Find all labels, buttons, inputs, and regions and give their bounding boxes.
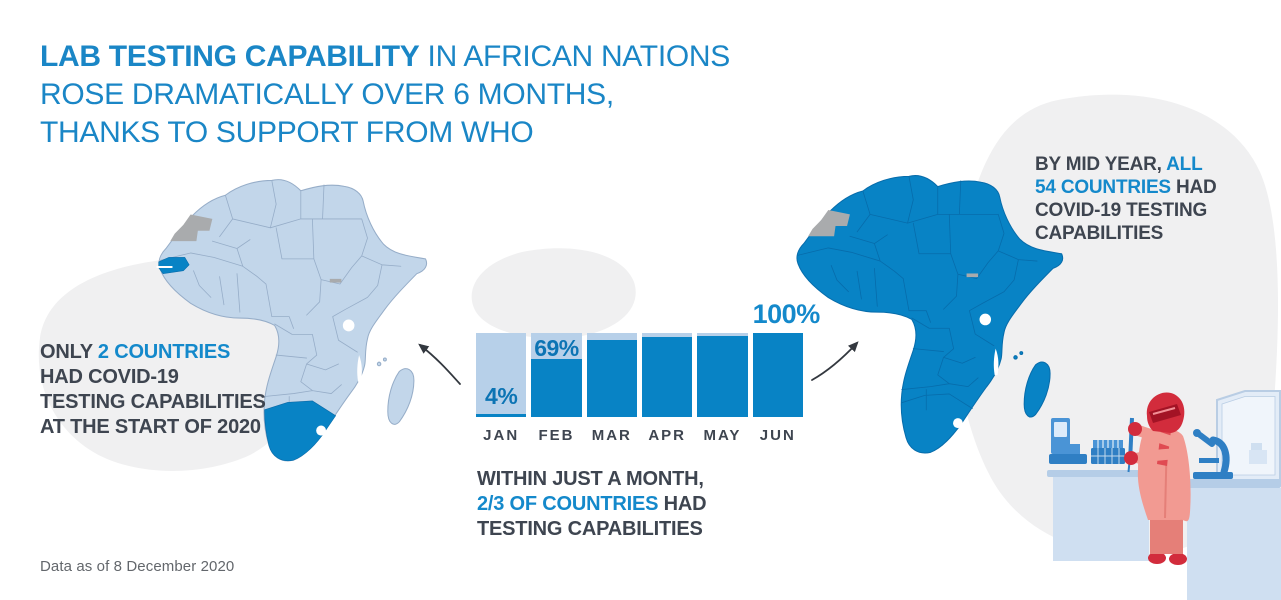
text-segment: ONLY: [40, 341, 98, 363]
arrows-layer: [418, 341, 859, 385]
text-segment: CAPABILITIES: [1035, 223, 1164, 244]
microscope-bench: [1183, 429, 1281, 600]
text-segment: TESTING CAPABILITIES: [40, 391, 266, 413]
bar-chart: 4% 69% 100% JAN FEB MAR APR MAY JUN: [476, 299, 820, 444]
bar-mar: [586, 333, 637, 417]
text-segment: ROSE DRAMATICALLY OVER 6 MONTHS,: [40, 78, 614, 111]
bar-jun: 100%: [752, 299, 820, 417]
bar-chart-months: JAN FEB MAR APR MAY JUN: [476, 427, 803, 444]
bar-fill-mar: [586, 339, 637, 417]
text-segment: TESTING CAPABILITIES: [477, 518, 703, 540]
visor-glint: [1152, 407, 1176, 415]
bar-fill-jun: [752, 333, 803, 417]
data-as-of-note: Data as of 8 December 2020: [40, 558, 235, 575]
arm-upper: [1134, 425, 1179, 448]
bar-value-label-feb: 69%: [534, 335, 579, 361]
annotation-start-of-2020: ONLY 2 COUNTRIES HAD COVID-19 TESTING CAPA…: [40, 340, 266, 440]
bar-jan: 4%: [476, 333, 527, 417]
text-segment: AT THE START OF 2020: [40, 416, 261, 438]
bar-fill-apr: [641, 337, 693, 417]
bar-fill-feb: [531, 359, 582, 417]
arrow-left-icon: [418, 343, 461, 385]
africa-map-start-of-2020: [156, 178, 428, 462]
text-segment: THANKS TO SUPPORT FROM WHO: [40, 116, 534, 149]
bar-fill-jan: [476, 413, 527, 417]
month-label-jan: JAN: [483, 427, 520, 444]
bar-value-label-jan: 4%: [485, 383, 518, 409]
microscope-icon: [1193, 429, 1233, 479]
shoe: [1169, 553, 1187, 565]
month-label-mar: MAR: [591, 427, 632, 444]
bar-value-label-jun: 100%: [752, 299, 821, 329]
test-tube-rack-icon: [1091, 440, 1125, 464]
background-blob-right: [954, 94, 1279, 556]
analyzer-machine-icon: [1049, 418, 1087, 464]
month-label-feb: FEB: [538, 427, 575, 444]
text-segment: ALL: [1166, 154, 1203, 175]
bar-fill-may: [697, 335, 748, 417]
bar-may: [697, 333, 748, 417]
glove: [1124, 451, 1138, 465]
annotation-mid-year: BY MID YEAR, ALL 54 COUNTRIES HAD COVID-19…: [1035, 153, 1217, 245]
text-segment: WITHIN JUST A MONTH,: [477, 468, 704, 490]
text-segment: 2/3 OF COUNTRIES: [477, 493, 659, 515]
arrow-right-icon: [811, 341, 859, 381]
text-segment: HAD COVID-19: [40, 366, 179, 388]
text-segment: 54 COUNTRIES: [1035, 177, 1171, 198]
text-segment: HAD: [1170, 177, 1217, 198]
background-blob-center: [471, 248, 636, 339]
text-segment: COVID-19 TESTING: [1035, 200, 1208, 221]
safety-cabinet: [1216, 390, 1281, 481]
glove: [1128, 422, 1142, 436]
lab-technician-illustration: [1047, 390, 1281, 600]
text-segment: IN AFRICAN NATIONS: [419, 40, 731, 73]
month-label-apr: APR: [648, 427, 686, 444]
lab-technician: [1124, 392, 1191, 565]
bar-chart-bars: 4% 69% 100%: [476, 299, 820, 417]
bar-feb: 69%: [531, 333, 582, 417]
bar-apr: [641, 333, 693, 417]
page-title: LAB TESTING CAPABILITY IN AFRICAN NATION…: [40, 38, 820, 152]
month-label-may: MAY: [703, 427, 742, 444]
shoe: [1148, 552, 1166, 564]
month-label-jun: JUN: [759, 427, 796, 444]
arm-lower: [1132, 448, 1181, 464]
text-segment: LAB TESTING CAPABILITY: [40, 40, 420, 73]
annotation-within-a-month: WITHIN JUST A MONTH, 2/3 OF COUNTRIES HAD…: [477, 467, 707, 542]
text-segment: BY MID YEAR,: [1035, 154, 1167, 175]
text-segment: HAD: [658, 493, 707, 515]
text-segment: 2 COUNTRIES: [97, 341, 231, 363]
